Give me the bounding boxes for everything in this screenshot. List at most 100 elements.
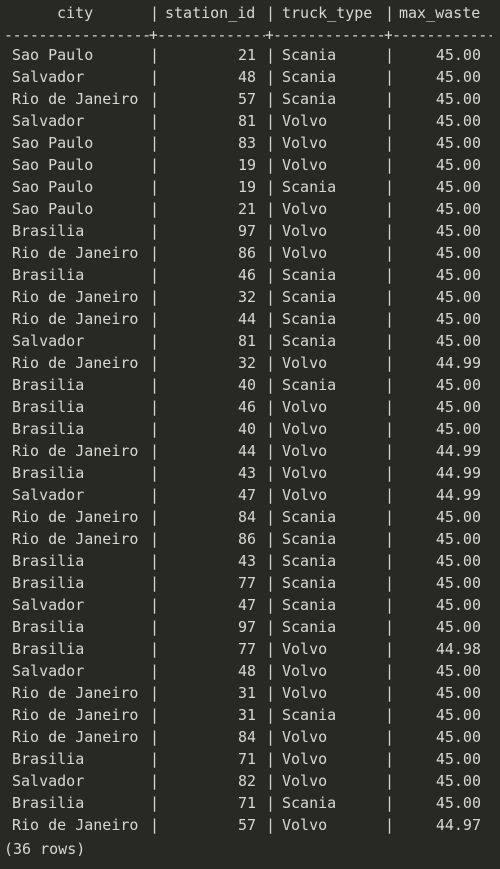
cell-max-waste: 45.00 [435,156,481,174]
column-separator: | [150,266,160,284]
column-separator: | [266,508,276,526]
column-separator: | [150,684,160,702]
cell-max-waste: 45.00 [435,662,481,680]
cell-station-id: 81 [237,112,256,130]
column-separator: | [266,442,276,460]
cell-city: Brasilia [12,398,85,416]
cell-max-waste: 44.97 [435,816,481,834]
column-separator: | [385,288,395,306]
cell-city: Rio de Janeiro [12,684,139,702]
cell-truck-type: Scania [282,90,337,108]
cell-max-waste: 45.00 [435,750,481,768]
column-separator: | [150,332,160,350]
column-separator: | [385,134,395,152]
cell-truck-type: Volvo [282,112,328,130]
column-separator: | [385,244,395,262]
table-row: Brasilia | 71 | Volvo | 45.00 [0,748,500,770]
column-separator: | [266,640,276,658]
cell-city: Sao Paulo [12,178,94,196]
cell-station-id: 46 [237,266,256,284]
cell-station-id: 57 [237,90,256,108]
column-separator: | [266,376,276,394]
column-separator: | [150,596,160,614]
cell-station-id: 48 [237,68,256,86]
column-separator: | [266,772,276,790]
cell-station-id: 19 [237,156,256,174]
cell-station-id: 44 [237,310,256,328]
column-separator: | [385,816,395,834]
column-separator: | [385,442,395,460]
column-separator: | [150,376,160,394]
table-row: Rio de Janeiro | 44 | Volvo | 44.99 [0,440,500,462]
cell-truck-type: Volvo [282,728,328,746]
column-separator: | [266,332,276,350]
table-row: Salvador | 47 | Volvo | 44.99 [0,484,500,506]
table-row: Brasilia | 77 | Scania | 45.00 [0,572,500,594]
cell-station-id: 57 [237,816,256,834]
cell-max-waste: 45.00 [435,574,481,592]
cell-station-id: 84 [237,508,256,526]
column-separator: | [266,200,276,218]
cell-city: Rio de Janeiro [12,354,139,372]
cell-truck-type: Scania [282,178,337,196]
column-separator: | [385,640,395,658]
column-separator: | [150,420,160,438]
column-separator: | [266,816,276,834]
cell-max-waste: 45.00 [435,178,481,196]
column-separator: | [150,662,160,680]
cell-truck-type: Scania [282,376,337,394]
cell-max-waste: 45.00 [435,90,481,108]
cell-city: Rio de Janeiro [12,530,139,548]
cell-truck-type: Scania [282,288,337,306]
cell-max-waste: 44.99 [435,464,481,482]
cell-max-waste: 45.00 [435,46,481,64]
cell-city: Brasilia [12,552,85,570]
cell-city: Rio de Janeiro [12,90,139,108]
column-header-row: city | station_id | truck_type | max_was… [0,2,500,24]
column-separator: | [150,816,160,834]
column-separator: | [150,310,160,328]
cell-station-id: 77 [237,574,256,592]
cell-station-id: 83 [237,134,256,152]
column-separator: | [266,662,276,680]
column-separator: | [385,750,395,768]
column-separator: | [150,68,160,86]
cell-station-id: 77 [237,640,256,658]
column-separator: | [266,618,276,636]
column-separator: | [150,134,160,152]
column-separator: | [266,574,276,592]
cell-truck-type: Volvo [282,354,328,372]
column-separator: | [150,222,160,240]
column-separator: | [266,464,276,482]
column-separator: | [150,200,160,218]
column-separator: | [266,222,276,240]
cell-station-id: 31 [237,684,256,702]
cell-max-waste: 45.00 [435,508,481,526]
cell-max-waste: 45.00 [435,530,481,548]
cell-station-id: 19 [237,178,256,196]
cell-city: Sao Paulo [12,156,94,174]
table-row: Salvador | 47 | Scania | 45.00 [0,594,500,616]
cell-truck-type: Volvo [282,640,328,658]
table-row: Rio de Janeiro | 86 | Volvo | 45.00 [0,242,500,264]
table-row: Brasilia | 71 | Scania | 45.00 [0,792,500,814]
column-separator: | [385,178,395,196]
cell-truck-type: Volvo [282,684,328,702]
cell-city: Brasilia [12,376,85,394]
column-separator: | [266,90,276,108]
column-separator: | [266,552,276,570]
cell-max-waste: 45.00 [435,68,481,86]
cell-truck-type: Scania [282,596,337,614]
cell-station-id: 97 [237,618,256,636]
cell-station-id: 47 [237,486,256,504]
table-row: Brasilia | 43 | Volvo | 44.99 [0,462,500,484]
cell-max-waste: 45.00 [435,244,481,262]
cell-station-id: 86 [237,244,256,262]
column-separator: | [385,662,395,680]
table-row: Brasilia | 40 | Scania | 45.00 [0,374,500,396]
cell-truck-type: Scania [282,574,337,592]
column-separator: | [385,420,395,438]
column-separator: | [150,398,160,416]
cell-max-waste: 45.00 [435,420,481,438]
cell-max-waste: 45.00 [435,794,481,812]
